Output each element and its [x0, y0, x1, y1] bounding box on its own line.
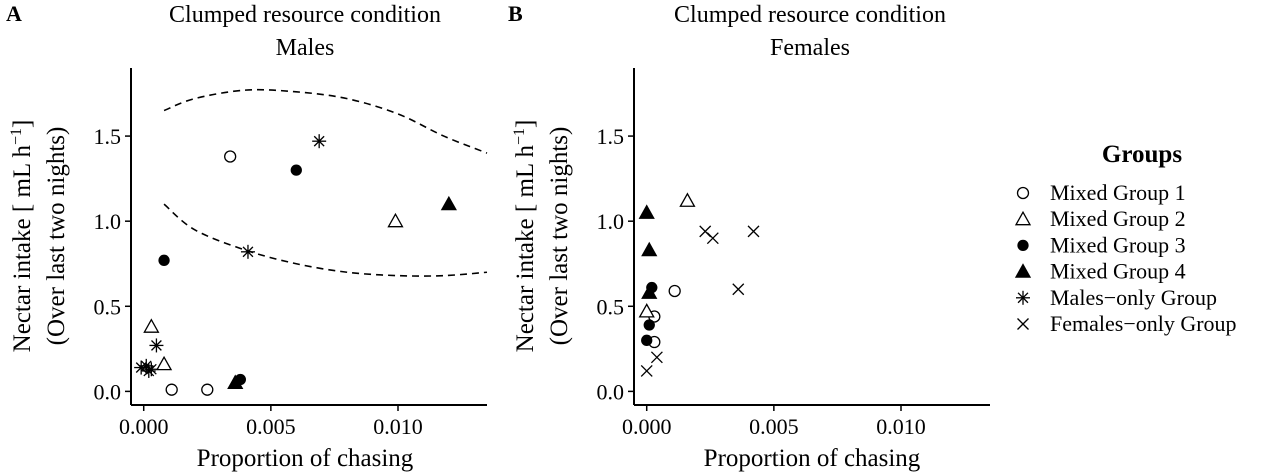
panel-b-point-cross — [732, 283, 745, 296]
legend-title: Groups — [1102, 141, 1182, 168]
panel-a-y-axis-title-line1: Nectar intake [ mL h−1] — [8, 120, 36, 353]
panel-a-point-open-triangle — [143, 318, 160, 333]
panel-b-point-open-circle — [668, 284, 681, 298]
panel-b-x-tick-label: 0.005 — [749, 414, 799, 439]
panel-b-y-axis-title-line2: (Over last two nights) — [546, 127, 573, 346]
panel-a-point-filled-triangle — [227, 374, 244, 390]
panel-a-x-tick-label: 0.010 — [373, 414, 423, 439]
legend-label: Mixed Group 3 — [1050, 232, 1186, 257]
panel-a-point-open-circle — [224, 150, 237, 163]
panel-b-points — [638, 192, 760, 377]
panel-a-curves — [163, 88, 488, 277]
panel-a-point-filled-triangle — [440, 195, 457, 211]
panel-b-point-cross — [706, 232, 719, 245]
panel-b-subtitle: Females — [770, 35, 850, 61]
legend-label: Mixed Group 4 — [1050, 259, 1186, 284]
panel-a-point-filled-circle — [290, 164, 302, 176]
panel-b-title: Clumped resource condition — [674, 2, 946, 28]
panel-a-x-tick-label: 0.005 — [246, 414, 296, 439]
panel-a-dashed-curve-1 — [163, 88, 488, 154]
legend-key-filled-triangle — [1014, 263, 1032, 278]
panel-b-point-open-triangle — [679, 192, 696, 207]
legend-label: Mixed Group 2 — [1050, 206, 1186, 231]
legend-key-filled-circle — [1017, 239, 1029, 252]
legend-key-asterisk — [1016, 290, 1030, 305]
panel-a-title: Clumped resource condition — [169, 2, 441, 28]
panel-a-point-asterisk — [149, 338, 164, 353]
panel-b-point-cross — [747, 225, 760, 238]
panel-a-y-tick-label: 1.0 — [94, 209, 122, 234]
legend-key-open-triangle — [1014, 210, 1032, 226]
panel-b-ticks: 0.000 0.005 0.010 0.0 0.5 1.0 1.5 — [597, 124, 926, 439]
panel-b-point-open-triangle — [638, 303, 655, 318]
panel-a-y-tick-label: 1.5 — [94, 124, 122, 149]
panel-a-point-asterisk — [312, 134, 327, 149]
panel-b-x-axis-title: Proportion of chasing — [704, 445, 921, 472]
panel-a-x-axis-title: Proportion of chasing — [197, 445, 414, 472]
panel-a-y-tick-label: 0.0 — [94, 379, 122, 404]
panel-b-y-axis-title-line1: Nectar intake [ mL h−1] — [511, 120, 539, 353]
panel-a-y-tick-label: 0.5 — [94, 294, 122, 319]
panel-b-letter: B — [508, 1, 523, 26]
panel-a-point-open-triangle — [387, 212, 404, 228]
panel-a-subtitle: Males — [276, 35, 335, 61]
panel-a-point-asterisk — [134, 360, 149, 375]
panel-b-point-cross — [640, 364, 653, 377]
panel-a-ticks: 0.000 0.005 0.010 0.0 0.5 1.0 1.5 — [94, 124, 423, 439]
panel-a-dashed-curve-2 — [163, 203, 488, 277]
panel-a-points — [134, 134, 457, 396]
panel-a-letter: A — [6, 1, 22, 26]
panel-b-x-tick-label: 0.000 — [622, 414, 672, 439]
panel-b-point-filled-triangle — [641, 284, 658, 299]
panel-a-point-open-circle — [201, 383, 214, 396]
panel-b-point-filled-triangle — [641, 241, 658, 257]
panel-b-point-filled-circle — [643, 319, 655, 331]
panel-b-point-filled-triangle — [638, 204, 655, 219]
legend-label: Mixed Group 1 — [1050, 180, 1186, 205]
panel-a-point-open-circle — [165, 383, 178, 396]
legend-key-cross — [1017, 318, 1029, 330]
panel-a-x-tick-label: 0.000 — [119, 414, 169, 439]
panel-b-y-tick-label: 1.5 — [597, 124, 625, 149]
panel-a-point-filled-circle — [158, 254, 170, 266]
panel-b-point-filled-circle — [641, 334, 653, 346]
panel-a-point-open-triangle — [155, 355, 173, 371]
panel-b-y-tick-label: 1.0 — [597, 209, 625, 234]
panel-b-x-tick-label: 0.010 — [876, 414, 926, 439]
panel-a: A Clumped resource condition Males 0.000… — [6, 1, 488, 472]
legend-label: Females−only Group — [1050, 311, 1237, 336]
panel-b-y-tick-label: 0.5 — [597, 294, 625, 319]
legend-key-open-circle — [1016, 186, 1030, 200]
panel-b-y-tick-label: 0.0 — [597, 379, 625, 404]
panel-a-y-axis-title-line2: (Over last two nights) — [43, 127, 70, 346]
legend-label: Males−only Group — [1050, 285, 1217, 310]
panel-b-point-cross — [650, 351, 663, 364]
panel-b: B Clumped resource condition Females 0.0… — [508, 1, 990, 472]
panel-a-point-asterisk — [240, 244, 255, 259]
